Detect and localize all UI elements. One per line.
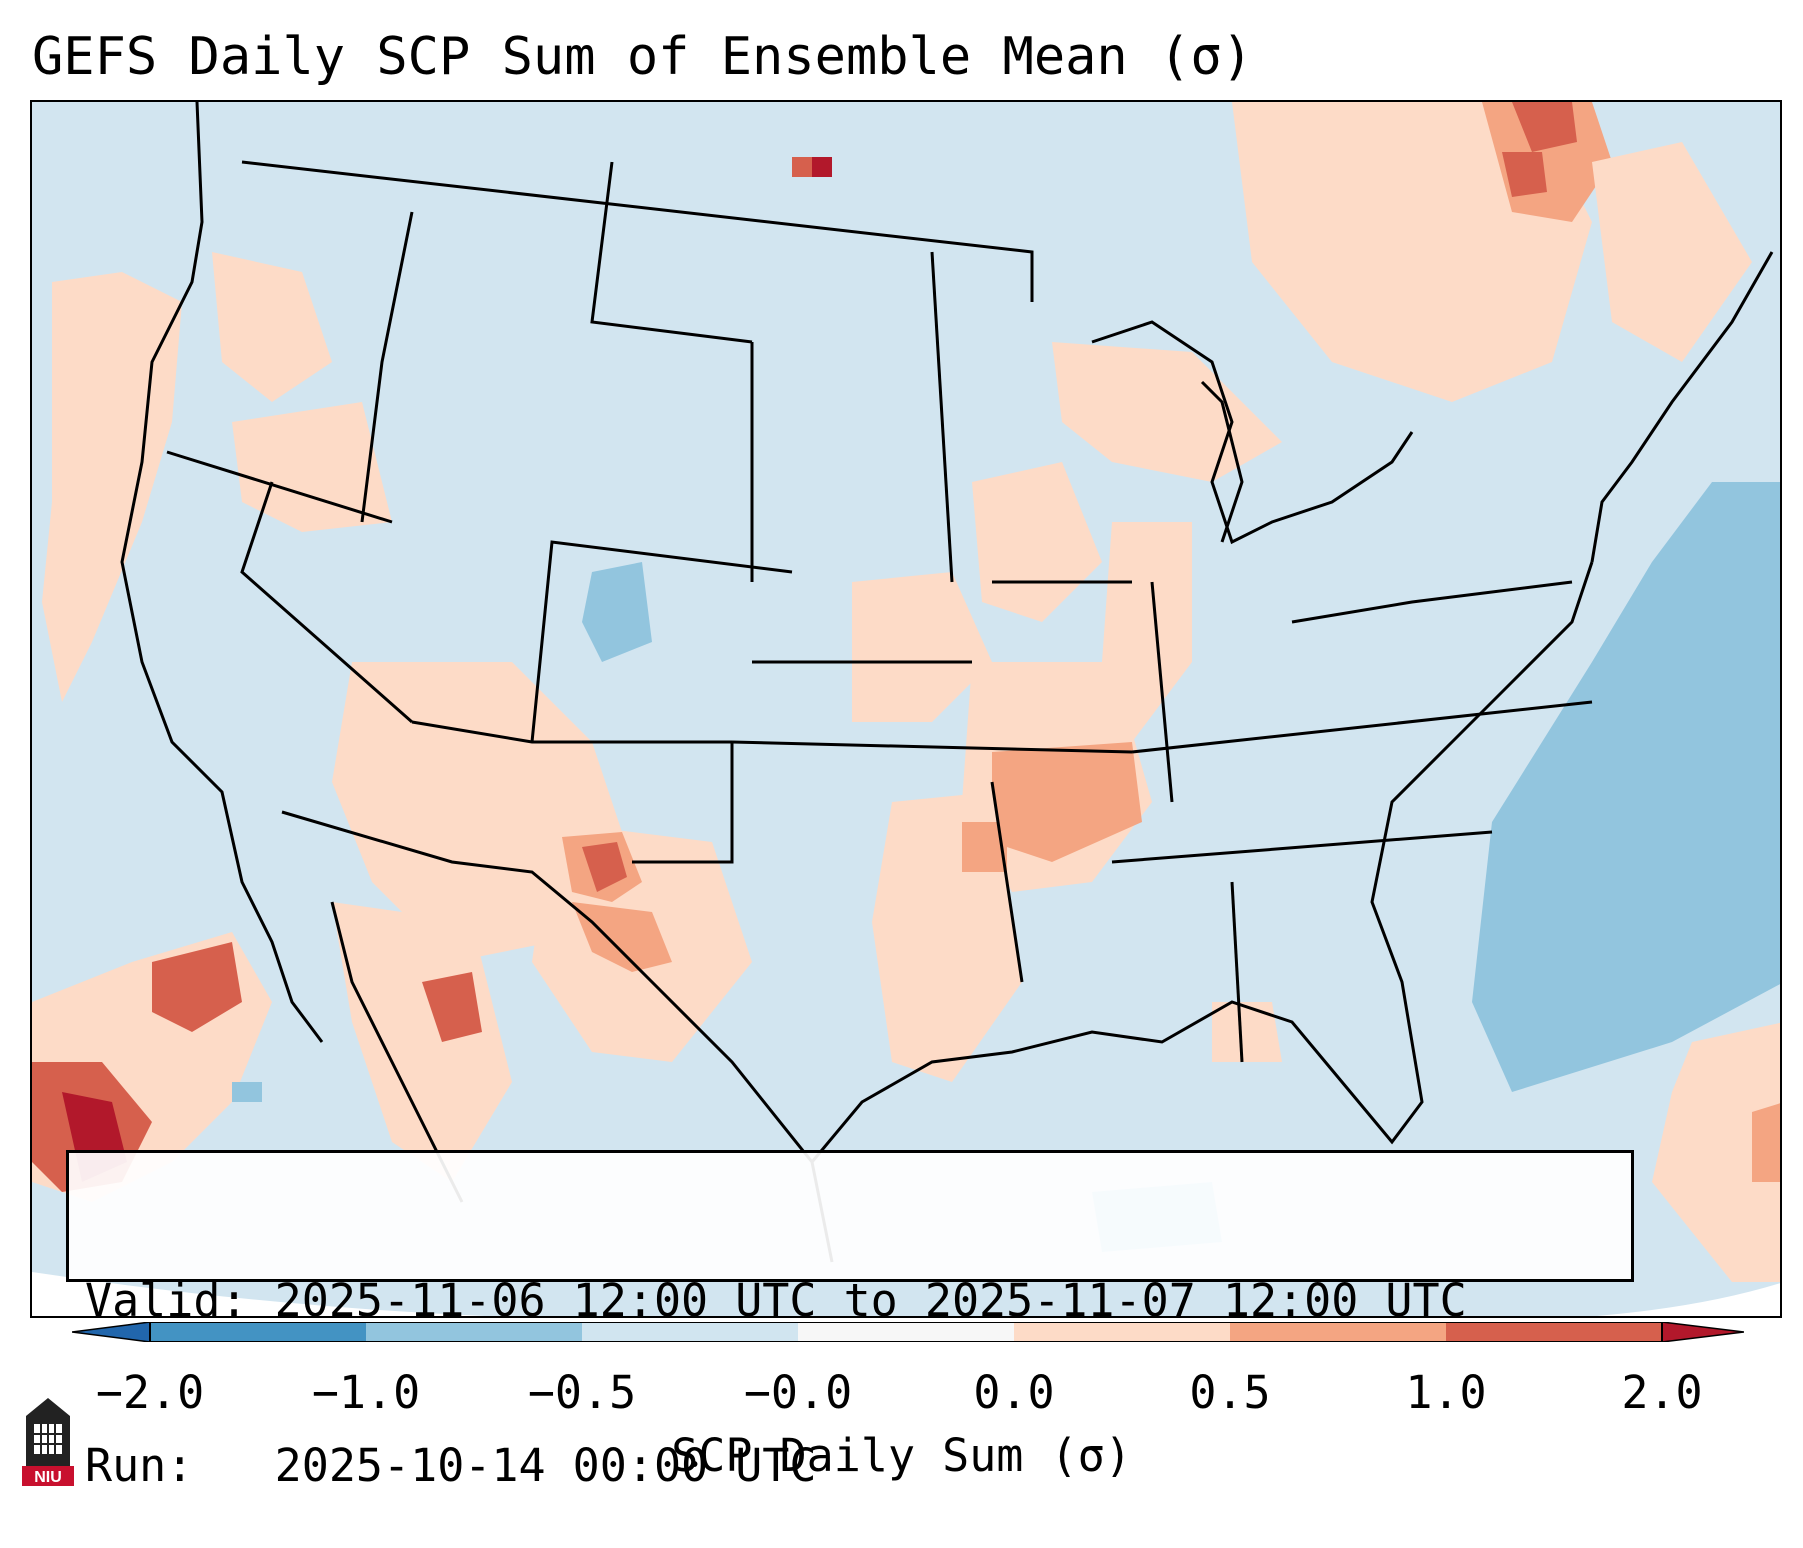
projection-edge-right bbox=[1596, 1283, 1780, 1316]
colorbar-tick: −0.0 bbox=[743, 1366, 853, 1419]
great-lakes-outline bbox=[1091, 320, 1414, 545]
colorado-line bbox=[530, 540, 793, 743]
minnesota-line bbox=[930, 251, 954, 583]
colorbar-tick: 1.0 bbox=[1405, 1366, 1487, 1419]
patch-quebec-strong2 bbox=[1502, 152, 1547, 197]
colorbar-bin-5 bbox=[1014, 1322, 1230, 1342]
projection-edge-left bbox=[32, 1272, 485, 1316]
colorbar-tick: 2.0 bbox=[1621, 1366, 1703, 1419]
lake-michigan bbox=[1200, 380, 1244, 543]
patch-arkansas-mid bbox=[992, 742, 1142, 862]
patch-caribbean-mid bbox=[1752, 1103, 1780, 1182]
colorbar-bin-4 bbox=[798, 1322, 1014, 1342]
patch-illinois bbox=[1102, 522, 1192, 742]
colorbar-bin-1 bbox=[150, 1322, 366, 1342]
patch-washington bbox=[212, 252, 332, 402]
ms-al-ga-line bbox=[1111, 830, 1493, 864]
university-tower-icon: NIU bbox=[22, 1398, 74, 1486]
patch-gulf bbox=[1212, 1002, 1282, 1062]
patch-quebec-strong bbox=[1512, 102, 1577, 152]
patch-pacific-mid bbox=[152, 942, 242, 1032]
mexico-border bbox=[281, 810, 834, 1263]
tn-nc-line bbox=[1131, 700, 1593, 754]
nm-tx-line bbox=[632, 742, 734, 864]
colorbar-tick: −1.0 bbox=[311, 1366, 421, 1419]
patch-quebec bbox=[1232, 102, 1592, 402]
boundaries bbox=[120, 102, 1774, 1263]
patch-colorado-negative bbox=[582, 562, 652, 662]
colorbar-tick: 0.5 bbox=[1189, 1366, 1271, 1419]
logo-text: NIU bbox=[34, 1469, 62, 1486]
colorbar-extend-min bbox=[72, 1322, 151, 1342]
canada-border bbox=[241, 160, 1034, 302]
colorbar-bin-6 bbox=[1230, 1322, 1446, 1342]
valid-run-box: Valid: 2025-11-06 12:00 UTC to 2025-11-0… bbox=[66, 1150, 1634, 1492]
patch-nm-south bbox=[572, 902, 672, 972]
map-svg bbox=[32, 102, 1780, 1316]
gulf-atlantic-coast bbox=[810, 561, 1594, 1163]
al-fl-line bbox=[1230, 881, 1244, 1063]
map-panel bbox=[30, 100, 1782, 1318]
run-time-text: Run: 2025-10-14 00:00 UTC bbox=[85, 1439, 817, 1492]
patch-mexico-nw bbox=[332, 902, 512, 1182]
colorbar-bin-7 bbox=[1446, 1322, 1662, 1342]
ok-tx-line bbox=[731, 740, 1133, 754]
patch-oregon bbox=[232, 402, 392, 532]
patch-oklahoma-mid bbox=[962, 822, 1007, 872]
colorbar-tick: −0.5 bbox=[527, 1366, 637, 1419]
patch-maritimes bbox=[1592, 142, 1752, 362]
patch-saskatchewan-max bbox=[812, 157, 832, 177]
tx-la-line bbox=[990, 781, 1024, 983]
colorbar-bin-2 bbox=[366, 1322, 582, 1342]
ohio-pa-line bbox=[1291, 580, 1573, 624]
indiana-line bbox=[1150, 581, 1174, 803]
northeast-coast bbox=[1590, 251, 1774, 563]
valid-time-text: Valid: 2025-11-06 12:00 UTC to 2025-11-0… bbox=[85, 1274, 1467, 1327]
patch-nm-strong bbox=[582, 842, 627, 892]
colorbar-label: SCP Daily Sum (σ) bbox=[671, 1429, 1132, 1482]
patch-atlantic-negative bbox=[1472, 482, 1780, 1092]
patch-caribbean bbox=[1652, 1022, 1780, 1282]
patch-pacific-negative bbox=[232, 1082, 262, 1102]
colorbar-tick: −2.0 bbox=[95, 1366, 205, 1419]
colorbar-outline bbox=[149, 1322, 1663, 1342]
patch-mexico-strong bbox=[422, 972, 482, 1042]
chart-title: GEFS Daily SCP Sum of Ensemble Mean (σ) bbox=[32, 27, 1253, 87]
or-ca-line bbox=[166, 450, 393, 524]
patch-kansas bbox=[852, 572, 992, 722]
nevada-line bbox=[240, 481, 413, 724]
colorbar-extend-max bbox=[1661, 1322, 1744, 1342]
patch-pnw-coast bbox=[42, 272, 182, 702]
idaho-line bbox=[360, 211, 414, 523]
wyoming-line bbox=[590, 161, 753, 344]
colorbar-tick: 0.0 bbox=[973, 1366, 1055, 1419]
colorbar-bin-3 bbox=[582, 1322, 798, 1342]
colorbar bbox=[72, 1322, 1744, 1342]
west-coastline bbox=[120, 102, 324, 1043]
